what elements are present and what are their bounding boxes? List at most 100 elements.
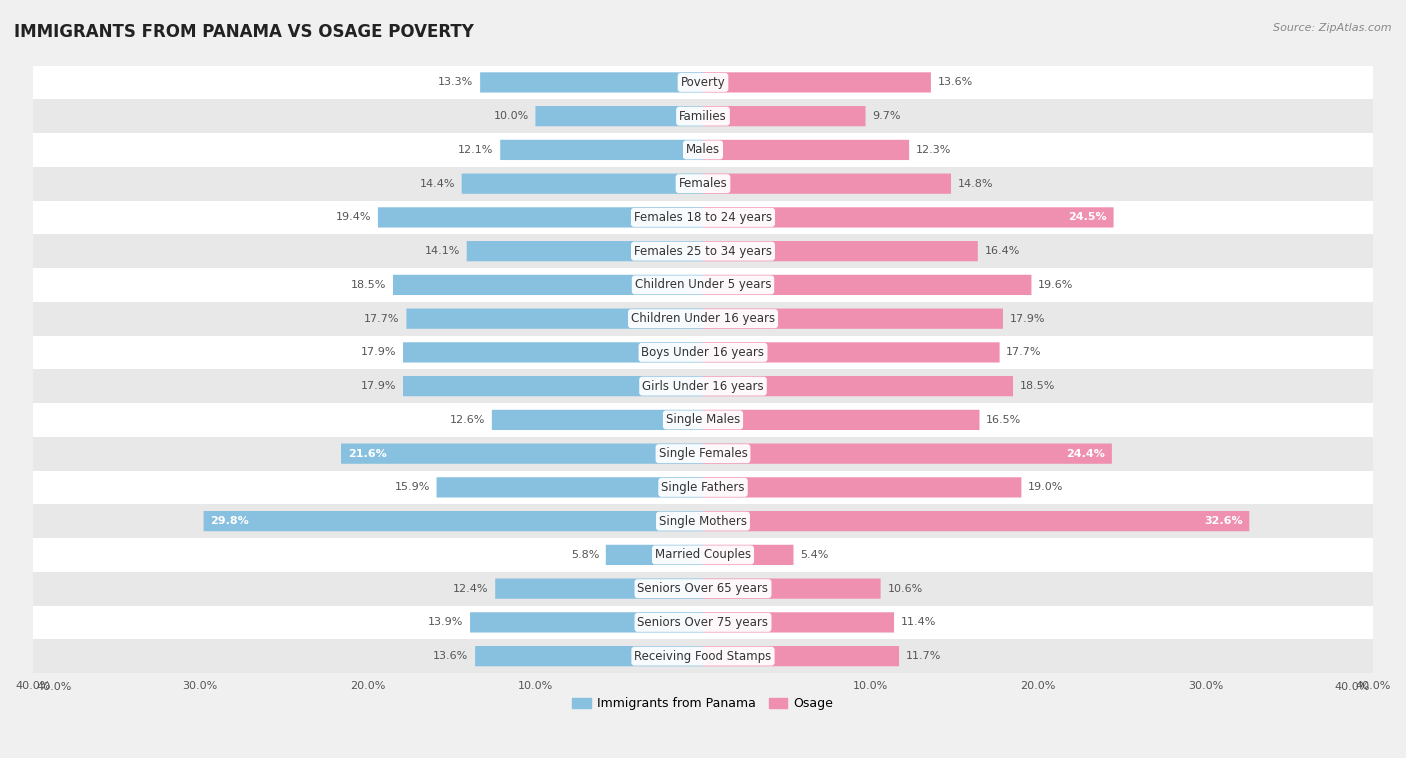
Text: 5.8%: 5.8% <box>571 550 599 560</box>
Text: Seniors Over 75 years: Seniors Over 75 years <box>637 616 769 629</box>
Text: Girls Under 16 years: Girls Under 16 years <box>643 380 763 393</box>
Bar <box>404 376 703 396</box>
Bar <box>703 106 866 127</box>
Bar <box>467 241 703 262</box>
Text: 12.4%: 12.4% <box>453 584 488 594</box>
Bar <box>703 207 1114 227</box>
Bar <box>536 106 703 127</box>
Text: 12.6%: 12.6% <box>450 415 485 425</box>
Text: 10.0%: 10.0% <box>494 111 529 121</box>
Bar <box>606 545 703 565</box>
Bar <box>378 207 703 227</box>
Bar <box>32 403 1374 437</box>
Bar <box>32 606 1374 639</box>
Bar <box>703 511 1250 531</box>
Text: Children Under 5 years: Children Under 5 years <box>634 278 772 291</box>
Text: Single Mothers: Single Mothers <box>659 515 747 528</box>
Text: Families: Families <box>679 110 727 123</box>
Text: 10.6%: 10.6% <box>887 584 922 594</box>
Bar <box>703 343 1000 362</box>
Text: Poverty: Poverty <box>681 76 725 89</box>
Bar <box>32 639 1374 673</box>
Bar <box>32 369 1374 403</box>
Bar <box>703 410 980 430</box>
Text: 15.9%: 15.9% <box>395 482 430 493</box>
Bar <box>501 139 703 160</box>
Bar <box>32 268 1374 302</box>
Bar <box>703 646 898 666</box>
Bar <box>32 65 1374 99</box>
Text: 13.6%: 13.6% <box>433 651 468 661</box>
Text: Receiving Food Stamps: Receiving Food Stamps <box>634 650 772 662</box>
Text: Single Females: Single Females <box>658 447 748 460</box>
Bar <box>703 72 931 92</box>
Text: 17.9%: 17.9% <box>361 347 396 358</box>
Text: 13.9%: 13.9% <box>427 617 464 628</box>
Text: Females: Females <box>679 177 727 190</box>
Bar <box>32 167 1374 201</box>
Bar <box>703 275 1032 295</box>
Text: 32.6%: 32.6% <box>1204 516 1243 526</box>
Text: Children Under 16 years: Children Under 16 years <box>631 312 775 325</box>
Text: 12.1%: 12.1% <box>458 145 494 155</box>
Bar <box>32 471 1374 504</box>
Text: 16.4%: 16.4% <box>984 246 1019 256</box>
Text: 19.4%: 19.4% <box>336 212 371 222</box>
Text: 14.8%: 14.8% <box>957 179 993 189</box>
Text: 14.1%: 14.1% <box>425 246 460 256</box>
Text: 13.6%: 13.6% <box>938 77 973 87</box>
Text: Males: Males <box>686 143 720 156</box>
Text: 29.8%: 29.8% <box>211 516 249 526</box>
Bar <box>703 309 1002 329</box>
Bar <box>461 174 703 194</box>
Text: 9.7%: 9.7% <box>872 111 901 121</box>
Text: 18.5%: 18.5% <box>352 280 387 290</box>
Bar <box>32 99 1374 133</box>
Bar <box>404 343 703 362</box>
Bar <box>406 309 703 329</box>
Bar <box>703 578 880 599</box>
Text: Source: ZipAtlas.com: Source: ZipAtlas.com <box>1274 23 1392 33</box>
Bar <box>32 538 1374 572</box>
Text: 13.3%: 13.3% <box>439 77 474 87</box>
Text: 16.5%: 16.5% <box>986 415 1021 425</box>
Bar <box>492 410 703 430</box>
Legend: Immigrants from Panama, Osage: Immigrants from Panama, Osage <box>568 692 838 715</box>
Text: 14.4%: 14.4% <box>419 179 456 189</box>
Bar <box>703 612 894 632</box>
Text: 5.4%: 5.4% <box>800 550 828 560</box>
Text: Seniors Over 65 years: Seniors Over 65 years <box>637 582 769 595</box>
Bar <box>32 201 1374 234</box>
Bar <box>475 646 703 666</box>
Bar <box>703 443 1112 464</box>
Bar <box>703 545 793 565</box>
Text: 17.7%: 17.7% <box>1007 347 1042 358</box>
Text: 12.3%: 12.3% <box>915 145 952 155</box>
Text: Females 25 to 34 years: Females 25 to 34 years <box>634 245 772 258</box>
Bar <box>32 504 1374 538</box>
Text: 19.0%: 19.0% <box>1028 482 1063 493</box>
Bar <box>703 139 910 160</box>
Bar <box>703 174 950 194</box>
Text: 18.5%: 18.5% <box>1019 381 1054 391</box>
Text: Females 18 to 24 years: Females 18 to 24 years <box>634 211 772 224</box>
Bar <box>495 578 703 599</box>
Text: Boys Under 16 years: Boys Under 16 years <box>641 346 765 359</box>
Bar <box>394 275 703 295</box>
Bar <box>32 234 1374 268</box>
Bar <box>342 443 703 464</box>
Text: 40.0%: 40.0% <box>37 681 72 691</box>
Text: 24.5%: 24.5% <box>1069 212 1107 222</box>
Text: 11.4%: 11.4% <box>901 617 936 628</box>
Text: 17.9%: 17.9% <box>1010 314 1045 324</box>
Bar <box>32 437 1374 471</box>
Bar <box>703 241 977 262</box>
Bar <box>32 572 1374 606</box>
Bar <box>436 478 703 497</box>
Bar <box>32 302 1374 336</box>
Bar <box>470 612 703 632</box>
Text: 11.7%: 11.7% <box>905 651 941 661</box>
Text: Married Couples: Married Couples <box>655 548 751 562</box>
Bar <box>479 72 703 92</box>
Text: 19.6%: 19.6% <box>1038 280 1074 290</box>
